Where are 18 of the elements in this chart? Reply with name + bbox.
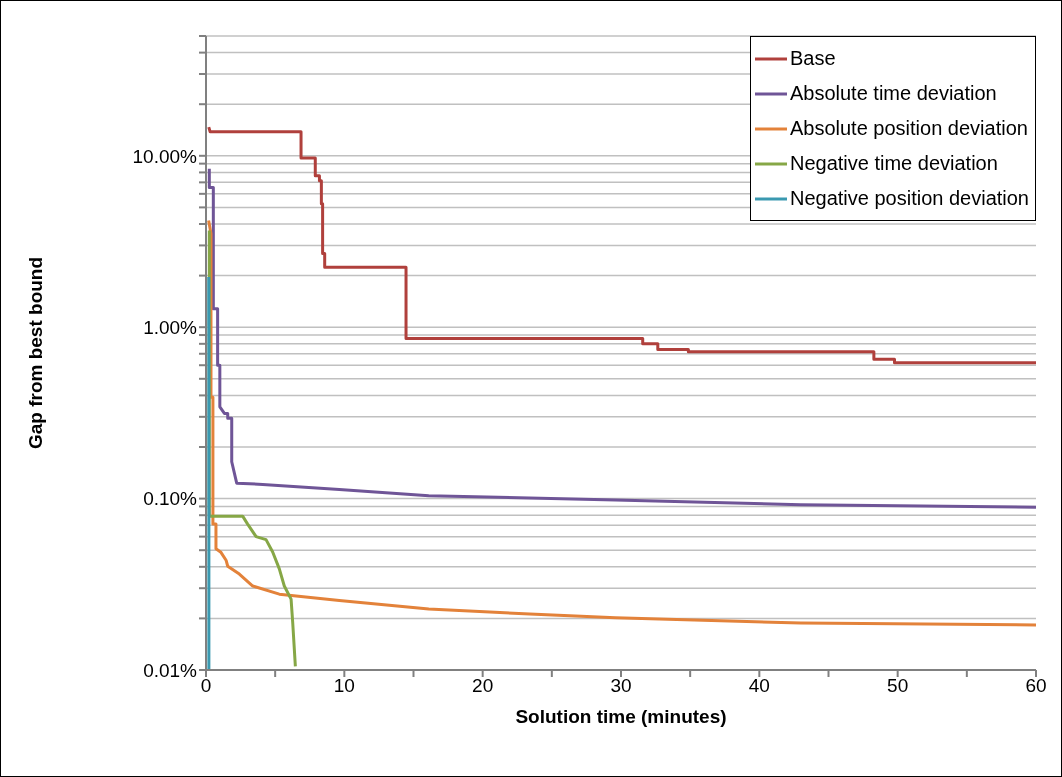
legend-label: Negative time deviation (789, 151, 998, 176)
x-tick-label: 30 (610, 675, 632, 697)
y-tick-label: 10.00% (132, 145, 198, 167)
y-tick-label: 1.00% (143, 316, 198, 338)
x-tick-label: 50 (887, 675, 909, 697)
legend-label: Absolute time deviation (789, 81, 997, 106)
x-tick-label: 20 (472, 675, 494, 697)
y-axis-title: Gap from best bound (24, 256, 46, 450)
x-tick-label: 10 (333, 675, 355, 697)
x-axis-title: Solution time (minutes) (515, 706, 727, 728)
legend-label: Absolute position deviation (789, 116, 1028, 141)
x-tick-label: 40 (748, 675, 770, 697)
legend-label: Base (789, 46, 836, 71)
legend-label: Negative position deviation (789, 186, 1029, 211)
y-tick-label: 0.10% (143, 488, 198, 510)
x-tick-label: 60 (1025, 675, 1047, 697)
y-tick-label: 0.01% (143, 659, 198, 681)
x-tick-label: 0 (200, 675, 212, 697)
